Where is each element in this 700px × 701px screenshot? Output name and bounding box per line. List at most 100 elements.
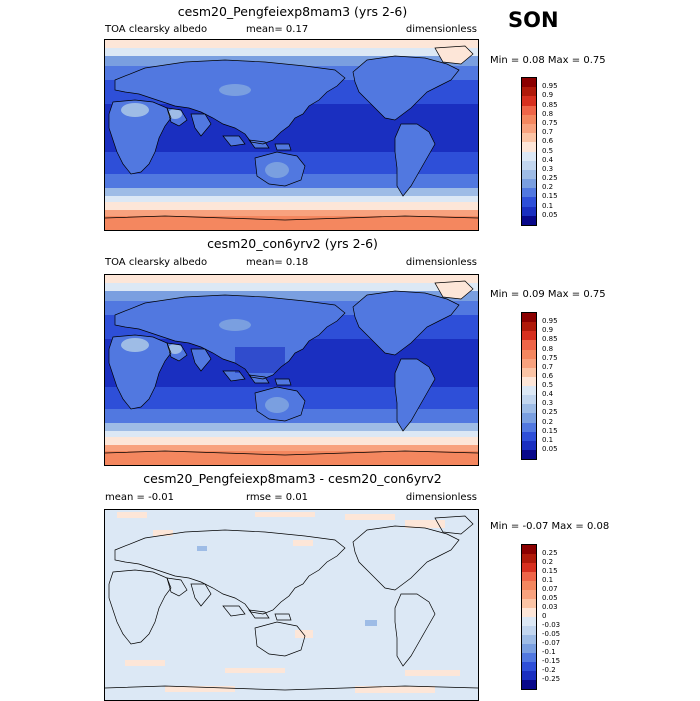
colorbar-tick-label: -0.15	[542, 657, 561, 665]
colorbar-tick-label: 0.7	[542, 128, 554, 137]
colorbar-tick-label: 0.25	[542, 408, 558, 417]
colorbar-swatch	[522, 340, 536, 350]
colorbar-swatch	[522, 331, 536, 341]
colorbar-tick-label: 0.6	[542, 137, 554, 146]
panel-3-colorbar	[521, 544, 537, 690]
colorbar-swatch	[522, 395, 536, 405]
panel-1-title: cesm20_Pengfeiexp8mam3 (yrs 2-6)	[177, 4, 408, 19]
colorbar-tick-label: 0.05	[542, 594, 558, 602]
colorbar-tick-label: -0.25	[542, 675, 561, 683]
colorbar-swatch	[522, 367, 536, 377]
colorbar-tick-label: -0.05	[542, 630, 561, 638]
colorbar-swatch	[522, 563, 536, 572]
colorbar-swatch	[522, 449, 536, 459]
colorbar-swatch	[522, 608, 536, 617]
colorbar-tick-label: 0.9	[542, 326, 554, 335]
colorbar-swatch	[522, 133, 536, 143]
panel-3-map	[104, 509, 479, 701]
colorbar-swatch	[522, 680, 536, 689]
colorbar-tick-label: 0.9	[542, 91, 554, 100]
colorbar-swatch	[522, 545, 536, 554]
colorbar-swatch	[522, 431, 536, 441]
colorbar-tick-label: 0.2	[542, 183, 554, 192]
panel-1-mean-label: mean= 0.17	[246, 24, 309, 35]
colorbar-tick-label: 0.3	[542, 164, 554, 173]
colorbar-tick-label: 0.95	[542, 317, 558, 326]
colorbar-swatch	[522, 358, 536, 368]
colorbar-tick-label: 0.8	[542, 344, 554, 353]
colorbar-tick-label: 0.2	[542, 417, 554, 426]
panel-1-map-graphic	[105, 40, 478, 230]
panel-2-title: cesm20_con6yrv2 (yrs 2-6)	[207, 236, 378, 251]
colorbar-swatch	[522, 572, 536, 581]
panel-1-variable-label: TOA clearsky albedo	[105, 24, 208, 35]
colorbar-tick-label: 0.95	[542, 82, 558, 91]
colorbar-tick-label: 0.2	[542, 558, 554, 566]
colorbar-tick-label: 0.4	[542, 155, 554, 164]
colorbar-tick-label: 0.1	[542, 576, 554, 584]
colorbar-swatch	[522, 151, 536, 161]
colorbar-swatch	[522, 599, 536, 608]
panel-2-map-graphic	[105, 275, 478, 465]
colorbar-swatch	[522, 160, 536, 170]
colorbar-tick-label: 0.25	[542, 549, 558, 557]
colorbar-tick-label: 0.4	[542, 390, 554, 399]
colorbar-tick-label: 0.25	[542, 174, 558, 183]
panel-3-map-graphic	[105, 510, 478, 700]
colorbar-tick-label: 0.85	[542, 100, 558, 109]
panel-3-minmax: Min = -0.07 Max = 0.08	[490, 521, 610, 532]
colorbar-swatch	[522, 386, 536, 396]
colorbar-tick-label: 0.1	[542, 201, 554, 210]
panel-3-title: cesm20_Pengfeiexp8mam3 - cesm20_con6yrv2	[143, 471, 442, 486]
panel-2-mean-label: mean= 0.18	[246, 257, 309, 268]
colorbar-tick-label: 0	[542, 612, 547, 620]
colorbar-tick-label: 0.05	[542, 444, 558, 453]
colorbar-swatch	[522, 422, 536, 432]
panel-2-units-label: dimensionless	[405, 257, 477, 268]
colorbar-swatch	[522, 653, 536, 662]
colorbar-swatch	[522, 123, 536, 134]
panel-2-minmax: Min = 0.09 Max = 0.75	[490, 289, 606, 300]
colorbar-swatch	[522, 671, 536, 680]
colorbar-tick-label: 0.5	[542, 146, 554, 155]
colorbar-swatch	[522, 617, 536, 626]
panel-3-units-label: dimensionless	[405, 492, 477, 503]
panel-1-map	[104, 39, 479, 231]
colorbar-tick-label: -0.07	[542, 639, 561, 647]
colorbar-tick-label: 0.7	[542, 362, 554, 371]
colorbar-swatch	[522, 313, 536, 323]
colorbar-swatch	[522, 96, 536, 106]
colorbar-swatch	[522, 635, 536, 644]
colorbar-tick-label: 0.15	[542, 567, 558, 575]
panel-1-minmax: Min = 0.08 Max = 0.75	[490, 55, 606, 66]
colorbar-swatch	[522, 188, 536, 198]
colorbar-tick-label: 0.1	[542, 435, 554, 444]
colorbar-tick-label: 0.03	[542, 603, 558, 611]
colorbar-tick-label: 0.07	[542, 585, 558, 593]
colorbar-swatch	[522, 206, 536, 216]
colorbar-swatch	[522, 215, 536, 225]
colorbar-swatch	[522, 404, 536, 414]
colorbar-tick-label: -0.2	[542, 666, 556, 674]
colorbar-swatch	[522, 590, 536, 599]
colorbar-swatch	[522, 554, 536, 563]
colorbar-swatch	[522, 581, 536, 590]
colorbar-swatch	[522, 142, 536, 152]
colorbar-tick-label: 0.3	[542, 399, 554, 408]
panel-3-mean-label: mean = -0.01	[105, 492, 174, 503]
colorbar-tick-label: 0.85	[542, 335, 558, 344]
colorbar-swatch	[522, 105, 536, 115]
colorbar-tick-label: 0.75	[542, 118, 558, 127]
colorbar-tick-label: 0.15	[542, 192, 558, 201]
panel-1-units-label: dimensionless	[405, 24, 477, 35]
colorbar-swatch	[522, 169, 536, 180]
colorbar-swatch	[522, 376, 536, 386]
colorbar-swatch	[522, 644, 536, 653]
panel-1-colorbar	[521, 77, 537, 226]
colorbar-swatch	[522, 78, 536, 88]
panel-2-variable-label: TOA clearsky albedo	[105, 257, 208, 268]
colorbar-swatch	[522, 322, 536, 332]
panel-3-rmse-label: rmse = 0.01	[246, 492, 309, 503]
panel-2-map	[104, 274, 479, 466]
colorbar-tick-label: 0.6	[542, 371, 554, 380]
